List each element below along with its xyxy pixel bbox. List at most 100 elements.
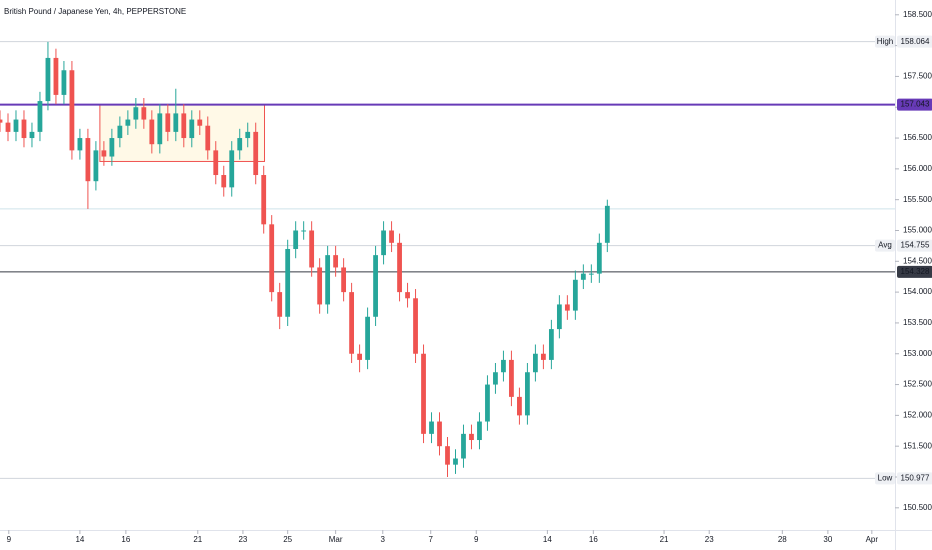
candle-body bbox=[437, 421, 442, 447]
x-tick-label: 9 bbox=[474, 535, 479, 544]
level-name: Low bbox=[878, 474, 893, 483]
candle-body bbox=[572, 279, 578, 311]
candle-body bbox=[357, 353, 362, 360]
candle-body bbox=[21, 119, 27, 139]
level-name: High bbox=[877, 37, 893, 46]
candle-body bbox=[533, 353, 538, 373]
candle-body bbox=[213, 150, 219, 176]
candle-body bbox=[421, 353, 426, 434]
y-tick-label: 151.500 bbox=[903, 441, 932, 450]
level-label: 150.977 bbox=[901, 474, 930, 483]
candle-body bbox=[13, 119, 19, 132]
candle-body bbox=[221, 175, 227, 188]
y-tick-label: 157.500 bbox=[903, 72, 932, 81]
candle-body bbox=[461, 433, 466, 459]
candle-body bbox=[253, 131, 259, 176]
candle-body bbox=[453, 458, 458, 465]
level-label: 154.328 bbox=[901, 267, 930, 276]
y-tick-label: 153.000 bbox=[903, 349, 932, 358]
candle-body bbox=[564, 304, 570, 311]
candle-body bbox=[0, 119, 3, 123]
candle-body bbox=[333, 255, 339, 268]
candle-body bbox=[293, 230, 299, 249]
candle-body bbox=[588, 273, 594, 275]
candle-body bbox=[301, 230, 307, 232]
candle-body bbox=[5, 122, 11, 132]
candle-body bbox=[173, 113, 179, 132]
y-tick-label: 153.500 bbox=[903, 318, 932, 327]
candle-body bbox=[29, 131, 35, 139]
candle-body bbox=[501, 359, 506, 373]
candle-body bbox=[397, 242, 402, 293]
candle-body bbox=[149, 119, 155, 145]
candle-body bbox=[133, 107, 139, 120]
x-tick-label: 14 bbox=[75, 535, 84, 544]
candle-body bbox=[469, 433, 474, 441]
candle-body bbox=[509, 359, 514, 397]
candle-body bbox=[517, 396, 522, 416]
candle-body bbox=[317, 267, 323, 305]
candle-body bbox=[540, 353, 546, 360]
y-tick-label: 156.000 bbox=[903, 164, 932, 173]
candle-body bbox=[37, 101, 43, 132]
candle-body bbox=[325, 255, 331, 305]
candle-body bbox=[165, 113, 171, 132]
x-tick-label: 3 bbox=[381, 535, 386, 544]
y-tick-label: 154.000 bbox=[903, 287, 932, 296]
x-tick-label: 9 bbox=[7, 535, 12, 544]
candle-body bbox=[117, 125, 123, 139]
x-tick-label: 23 bbox=[705, 535, 714, 544]
candle-body bbox=[405, 292, 410, 299]
candle-body bbox=[413, 298, 418, 354]
candle-body bbox=[189, 119, 195, 139]
y-tick-label: 152.000 bbox=[903, 410, 932, 419]
candle-body bbox=[245, 131, 251, 139]
level-label: 157.043 bbox=[901, 100, 930, 109]
candle-body bbox=[445, 446, 450, 465]
candle-body bbox=[285, 248, 291, 317]
level-name-bg bbox=[875, 472, 895, 485]
candle-body bbox=[109, 138, 115, 157]
level-label-bg bbox=[897, 265, 932, 278]
y-tick-label: 150.500 bbox=[903, 503, 932, 512]
candle-body bbox=[349, 292, 355, 354]
x-tick-label: 30 bbox=[823, 535, 832, 544]
x-tick-label: 16 bbox=[121, 535, 130, 544]
candle-body bbox=[381, 230, 386, 256]
candle-body bbox=[548, 329, 554, 360]
candle-body bbox=[309, 230, 315, 268]
x-tick-label: 16 bbox=[589, 535, 598, 544]
candle-body bbox=[237, 138, 243, 151]
x-tick-label: 14 bbox=[543, 535, 552, 544]
candle-body bbox=[141, 107, 147, 120]
candle-body bbox=[157, 113, 163, 145]
candle-body bbox=[93, 150, 99, 182]
candle-body bbox=[556, 304, 562, 330]
candle-body bbox=[53, 57, 59, 95]
x-tick-label: Apr bbox=[866, 535, 879, 544]
x-tick-label: 21 bbox=[193, 535, 202, 544]
level-label-bg bbox=[897, 35, 932, 48]
y-tick-label: 154.500 bbox=[903, 256, 932, 265]
level-label-bg bbox=[897, 472, 932, 485]
candle-body bbox=[205, 125, 211, 151]
candle-body bbox=[61, 70, 67, 95]
level-label-bg bbox=[897, 239, 932, 252]
x-tick-label: 28 bbox=[778, 535, 787, 544]
candle-body bbox=[429, 421, 434, 434]
candle-body bbox=[85, 138, 91, 182]
candle-body bbox=[341, 267, 347, 293]
x-tick-label: 25 bbox=[283, 535, 292, 544]
y-tick-label: 152.500 bbox=[903, 380, 932, 389]
level-label: 158.064 bbox=[901, 37, 930, 46]
candle-body bbox=[269, 224, 275, 293]
candle-body bbox=[261, 175, 267, 225]
candle-body bbox=[596, 242, 602, 274]
y-tick-label: 155.000 bbox=[903, 226, 932, 235]
candle-body bbox=[181, 113, 187, 139]
candle-body bbox=[69, 70, 75, 151]
candle-body bbox=[604, 205, 610, 243]
x-tick-label: 7 bbox=[428, 535, 433, 544]
